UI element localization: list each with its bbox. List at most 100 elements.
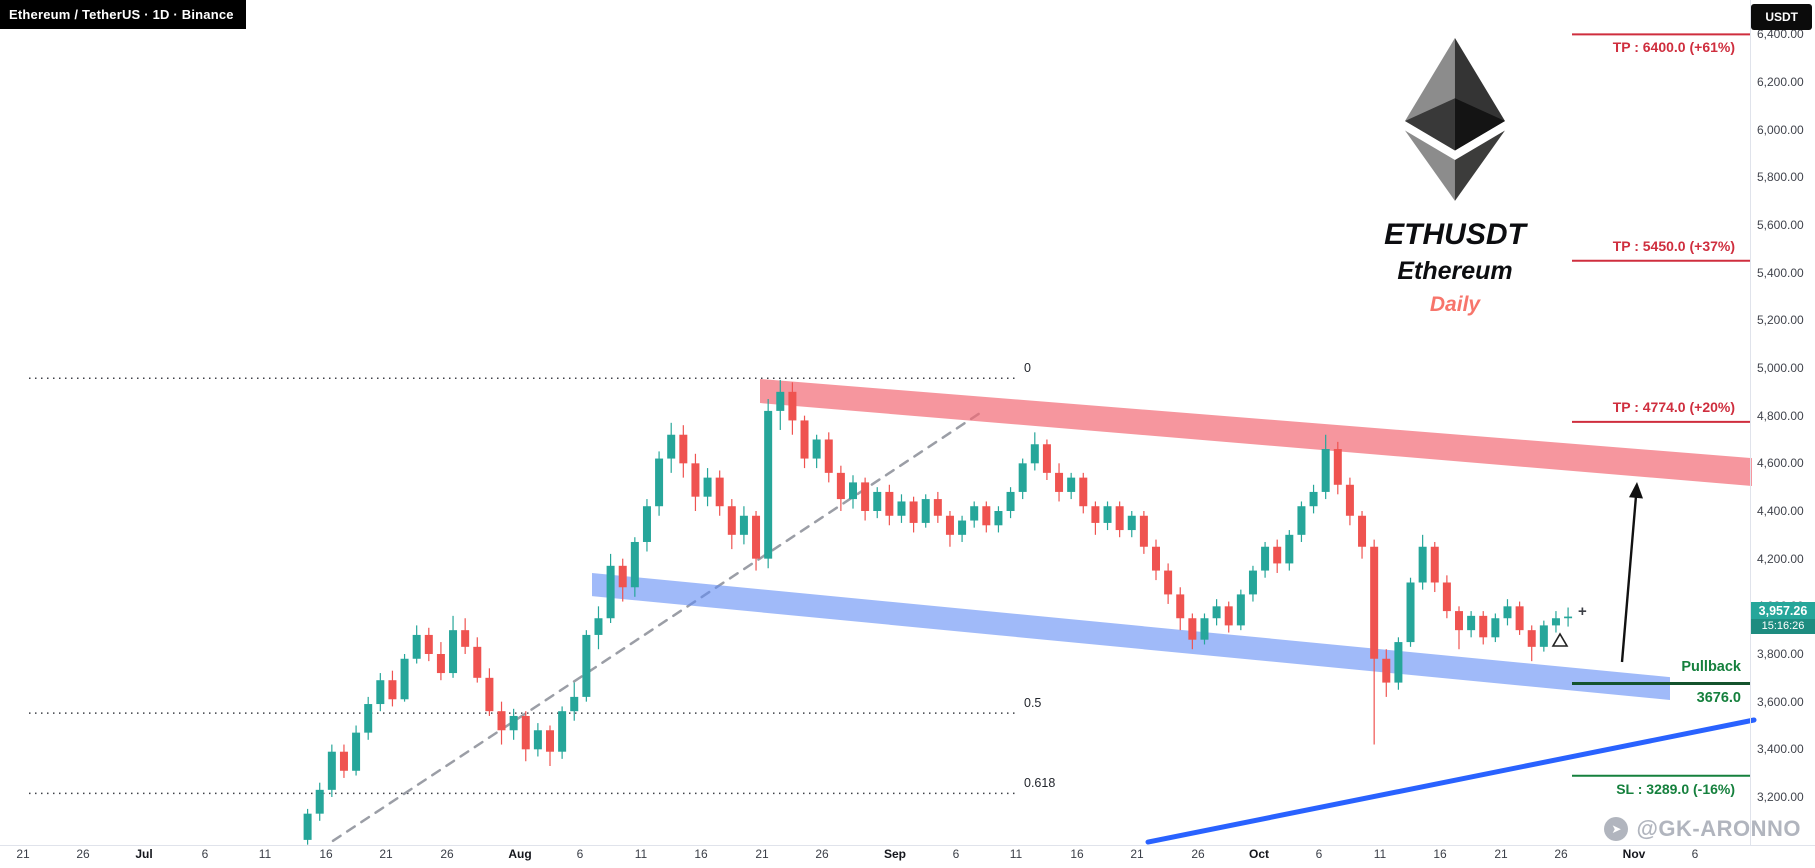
candle-body-up <box>1103 506 1112 523</box>
time-axis-label: 26 <box>440 847 454 861</box>
time-axis-label: Jul <box>135 847 153 861</box>
candle-body-down <box>1515 606 1524 631</box>
time-axis-label: 26 <box>815 847 829 861</box>
price-axis-label: 6,400.00 <box>1757 27 1804 42</box>
candle-body-down <box>497 711 506 731</box>
candle-body-up <box>1285 534 1294 564</box>
time-axis-label: 26 <box>76 847 90 861</box>
time-axis-label: 26 <box>1191 847 1205 861</box>
candle-body-down <box>824 439 833 473</box>
time-axis-label: 21 <box>16 847 30 861</box>
candle-body-down <box>752 515 761 559</box>
candle-body-down <box>1079 477 1088 507</box>
candle-body-down <box>1164 570 1173 595</box>
time-axis-label: 6 <box>1691 847 1699 861</box>
candle-body-up <box>1551 618 1560 626</box>
candle-body-up <box>812 439 821 459</box>
tp2-label: TP : 5450.0 (+37%) <box>1612 237 1735 254</box>
candle-body-up <box>1406 582 1415 643</box>
pullback-label: Pullback <box>1681 658 1741 675</box>
candle-body-up <box>303 813 312 840</box>
candle-body-down <box>1370 546 1379 659</box>
candle-body-down <box>1345 484 1354 516</box>
time-axis-label: 6 <box>201 847 209 861</box>
time-axis-label: 16 <box>1070 847 1084 861</box>
price-axis-label: 5,200.00 <box>1757 313 1804 328</box>
candle-body-up <box>558 711 567 752</box>
candle-body-down <box>691 463 700 497</box>
candle-body-up <box>1127 515 1136 531</box>
currency-toggle-button[interactable]: USDT <box>1751 4 1812 30</box>
setup-triangle-marker[interactable] <box>1551 632 1569 647</box>
time-axis-label: 11 <box>634 847 648 861</box>
time-axis-separator <box>0 845 1815 846</box>
time-axis-label: 21 <box>1494 847 1508 861</box>
breakout-arrow-line[interactable] <box>1620 495 1638 663</box>
fib-level-label: 0.5 <box>1024 696 1042 711</box>
symbol-title[interactable]: Ethereum / TetherUS · 1D · Binance <box>0 0 246 29</box>
candle-body-up <box>1018 463 1027 492</box>
fib-level-label: 0 <box>1024 361 1031 376</box>
candle-body-up <box>1297 506 1306 535</box>
bar-countdown: 15:16:26 <box>1751 618 1815 634</box>
time-axis-label: Aug <box>508 847 532 861</box>
add-alert-plus-icon[interactable]: + <box>1578 603 1587 620</box>
candle-body-up <box>1200 618 1209 640</box>
candle-body-up <box>970 506 979 521</box>
candle-body-down <box>727 506 736 535</box>
time-axis-label: 26 <box>1554 847 1568 861</box>
candle-body-down <box>836 472 845 500</box>
candle-body-up <box>958 520 967 535</box>
candle-body-up <box>921 499 930 523</box>
candle-body-down <box>1224 606 1233 626</box>
time-axis-label: 16 <box>1433 847 1447 861</box>
time-axis-label: 6 <box>576 847 584 861</box>
candle-body-up <box>582 634 591 697</box>
candle-body-up <box>449 630 458 674</box>
candle-body-down <box>485 677 494 712</box>
candle-body-up <box>667 434 676 459</box>
price-axis-label: 4,800.00 <box>1757 408 1804 423</box>
candle-body-down <box>339 751 348 771</box>
candle-body-down <box>861 482 870 511</box>
time-axis-label: 21 <box>379 847 393 861</box>
candle-body-down <box>945 515 954 535</box>
price-axis-label: 5,400.00 <box>1757 265 1804 280</box>
candle-body-down <box>1479 615 1488 638</box>
candle-body-down <box>679 434 688 464</box>
candle-body-up <box>1418 546 1427 583</box>
candle-body-up <box>703 477 712 497</box>
candle-body-up <box>1309 491 1318 507</box>
tp1-label: TP : 6400.0 (+61%) <box>1612 39 1735 56</box>
candle-body-up <box>1212 606 1221 619</box>
candle-body-up <box>655 458 664 507</box>
candle-body-down <box>885 491 894 516</box>
dashed-guide-trendline[interactable] <box>331 411 982 843</box>
candle-body-up <box>594 618 603 635</box>
candle-body-up <box>1236 594 1245 626</box>
time-axis-label: 11 <box>1373 847 1387 861</box>
candle-series <box>303 379 1573 845</box>
candle-body-up <box>1321 449 1330 492</box>
candle-body-down <box>982 506 991 526</box>
candle-body-down <box>1273 546 1282 564</box>
candle-body-up <box>1539 625 1548 647</box>
telegram-icon: ➤ <box>1604 817 1629 841</box>
candle-body-up <box>1261 546 1270 571</box>
candle-body-up <box>994 510 1003 526</box>
author-watermark: ➤ @GK-ARONNO <box>1604 816 1801 842</box>
time-axis-label: 16 <box>694 847 708 861</box>
candle-body-down <box>436 653 445 674</box>
ascending-support-trendline[interactable] <box>1145 717 1757 845</box>
candle-body-up <box>1491 618 1500 638</box>
candle-body-down <box>1091 506 1100 523</box>
candle-body-up <box>849 482 857 500</box>
resistance-channel-band[interactable] <box>760 378 1752 486</box>
price-axis-label: 6,200.00 <box>1757 75 1804 89</box>
candle-body-down <box>618 565 627 588</box>
watermark-timeframe: Daily <box>1429 293 1481 316</box>
candle-body-up <box>533 730 542 750</box>
time-axis-label: 21 <box>1130 847 1144 861</box>
candle-body-up <box>376 680 385 705</box>
